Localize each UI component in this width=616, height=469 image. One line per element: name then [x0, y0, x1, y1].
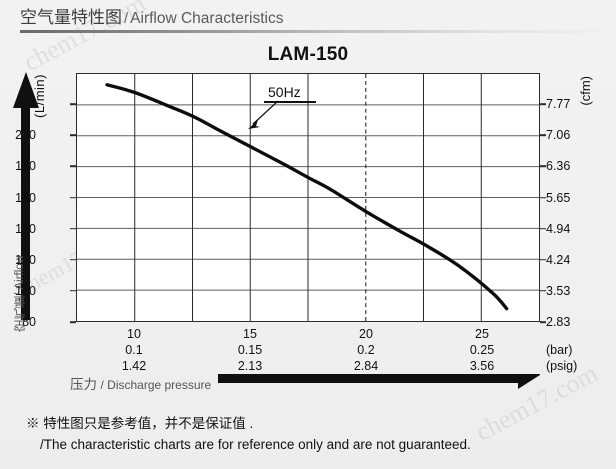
page-title-separator: / — [124, 10, 129, 27]
y-axis-right-tick-mark — [540, 196, 546, 199]
y-axis-right-tick-label: 3.53 — [546, 283, 571, 298]
x-axis-tick-label: 25 — [475, 327, 489, 341]
footnote-line-2: /The characteristic charts are for refer… — [40, 436, 471, 452]
footnote-line-1: ※ 特性图只是参考值，并不是保证值 . — [26, 416, 254, 431]
x-axis-name-label: 压力 / Discharge pressure — [70, 373, 211, 393]
page-title-en: Airflow Characteristics — [130, 10, 284, 27]
y-axis-tick-mark — [70, 258, 76, 261]
y-axis-right-tick-mark — [540, 165, 546, 168]
y-axis-tick-label: 180 — [15, 159, 36, 174]
x-axis-tick-label: 0.15 — [237, 343, 263, 357]
x-axis-tick-label: 0.25 — [469, 343, 495, 357]
y-axis-tick-mark — [70, 227, 76, 230]
y-axis-tick-label: 80 — [22, 315, 36, 329]
y-axis-tick-mark — [70, 165, 76, 168]
x-axis-unit-label: (psig) — [546, 359, 578, 373]
y-axis-right-tick-mark — [540, 321, 546, 323]
chart-model-title: LAM-150 — [267, 44, 349, 65]
y-axis-right-tick-label: 7.06 — [546, 128, 571, 143]
annotation-50hz-underline — [264, 101, 316, 103]
annotation-50hz-label: 50Hz — [268, 84, 301, 100]
y-axis-right-tick-label: 5.65 — [546, 190, 571, 205]
footnote: ※ 特性图只是参考值，并不是保证值 . /The characteristic … — [26, 414, 471, 456]
x-axis-unit-label: (bar) — [546, 343, 573, 357]
y-axis-tick-label: 220 — [15, 97, 36, 112]
y-axis-right-tick-label: 2.83 — [546, 315, 571, 329]
y-axis-unit-label: (L/min) — [32, 74, 47, 118]
y-axis-tick-label: 100 — [15, 283, 36, 298]
chart-gridlines — [77, 74, 539, 321]
page-title: 空气量特性图 / Airflow Characteristics — [20, 3, 283, 28]
header-divider — [20, 30, 616, 33]
y-axis-tick-label: 160 — [15, 190, 36, 205]
x-axis-tick-label: 2.13 — [237, 359, 263, 373]
y-axis-tick-mark — [70, 290, 76, 292]
y-axis-right-tick-label: 7.77 — [546, 97, 571, 112]
plot-area — [76, 73, 540, 322]
x-axis-tick-label: 20 — [359, 327, 373, 341]
y-axis-right-tick-mark — [540, 103, 546, 105]
x-axis-tick-label: 2.84 — [353, 359, 379, 373]
y-axis-tick-mark — [70, 134, 76, 137]
x-axis-name-en: / Discharge pressure — [100, 378, 212, 392]
x-axis-tick-label: 3.56 — [469, 359, 495, 373]
x-axis-tick-label: 0.1 — [125, 343, 143, 357]
y-axis-right-tick-mark — [540, 227, 546, 230]
x-axis-tick-label: 0.2 — [357, 343, 375, 357]
y-axis-right-tick-label: 4.94 — [546, 221, 571, 236]
pressure-right-arrow-icon — [218, 374, 540, 389]
x-axis-tick-row: 0.1 0.15 0.2 0.25 (bar) — [0, 343, 616, 358]
x-axis-tick-label: 1.42 — [121, 359, 147, 373]
y-axis-right-tick-label: 6.36 — [546, 159, 571, 174]
page-title-cn: 空气量特性图 — [20, 8, 122, 27]
y-axis-tick-label: 120 — [15, 252, 36, 267]
x-axis-tick-label: 15 — [243, 327, 257, 341]
x-axis-name-cn: 压力 — [70, 377, 97, 392]
y-axis-right-unit-label: (cfm) — [578, 76, 593, 106]
y-axis-tick-mark — [70, 196, 76, 199]
x-axis-tick-row: 1.42 2.13 2.84 3.56 (psig) — [0, 359, 616, 374]
airflow-curve — [105, 83, 509, 311]
y-axis-right-tick-label: 4.24 — [546, 252, 571, 267]
annotation-arrow-icon — [248, 100, 279, 129]
x-axis-tick-row: 10 15 20 25 — [0, 327, 616, 342]
y-axis-tick-mark — [70, 321, 76, 323]
y-axis-right-tick-mark — [540, 290, 546, 292]
y-axis-tick-label: 140 — [15, 221, 36, 236]
y-axis-right-tick-mark — [540, 134, 546, 137]
y-axis-right-tick-mark — [540, 258, 546, 261]
y-axis-tick-mark — [70, 103, 76, 105]
airflow-up-arrow-icon — [13, 72, 39, 320]
x-axis-tick-label: 10 — [127, 327, 141, 341]
y-axis-tick-label: 200 — [15, 128, 36, 143]
